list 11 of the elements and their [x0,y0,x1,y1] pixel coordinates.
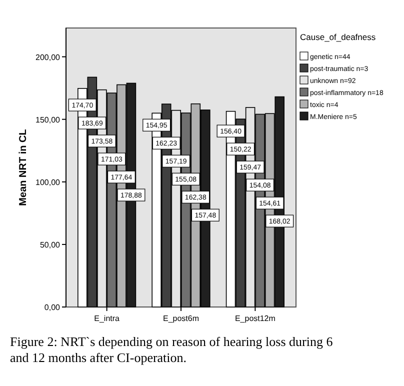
caption: Figure 2: NRT`s depending on reason of hearing loss during 6 and 12 months after CI-operation. [10,334,334,365]
legend-title: Cause_of_deafness [300,32,376,42]
y-axis-title: Mean NRT in CL [18,129,29,206]
y-tick-label: 200,00 [36,52,61,62]
x-tick-label: E_post6m [162,314,200,323]
x-tick-label: E_post12m [234,314,276,323]
y-tick-label: 150,00 [36,115,61,124]
x-tick-label: E_intra [94,314,120,323]
y-tick-label: 100,00 [36,178,61,187]
y-tick-label: 0,00 [44,303,61,312]
y-tick-label: 50,00 [40,240,61,250]
